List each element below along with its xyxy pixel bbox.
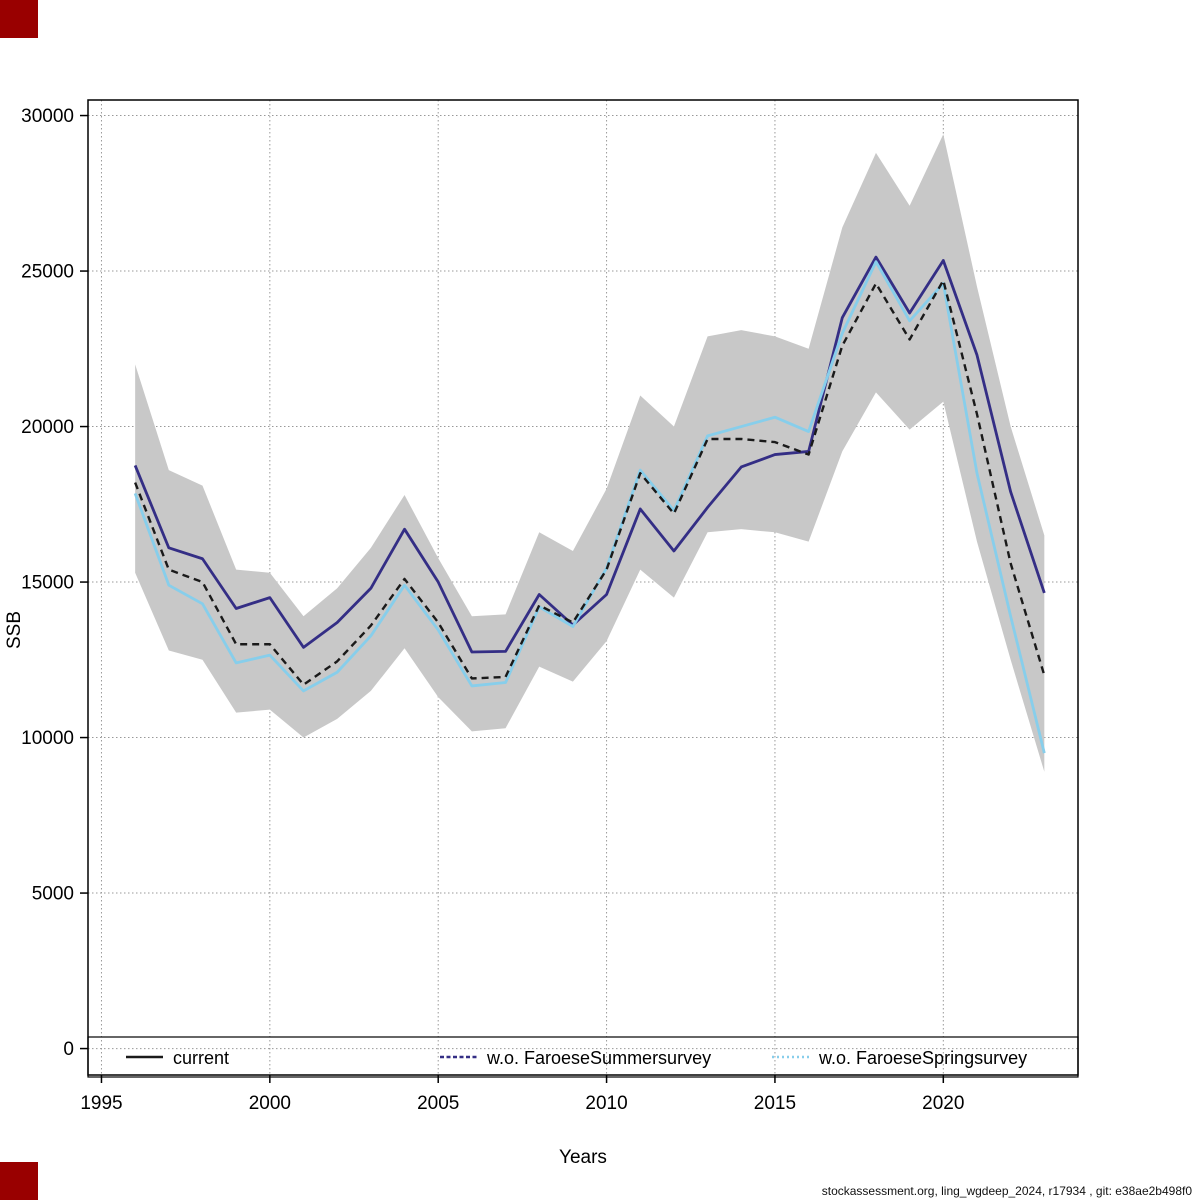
y-axis-label: SSB [4, 611, 25, 649]
y-tick-label: 30000 [21, 106, 74, 127]
series-line-0 [134, 279, 1046, 686]
legend-label-current: current [173, 1048, 229, 1068]
x-tick-label: 1995 [80, 1093, 122, 1114]
x-tick-label: 2000 [249, 1093, 291, 1114]
y-tick-label: 25000 [21, 262, 74, 283]
confidence-band-polygon [135, 134, 1045, 772]
y-tick-label: 20000 [21, 417, 74, 438]
legend-label-springsurvey: w.o. FaroeseSpringsurvey [818, 1048, 1027, 1068]
x-tick-label: 2015 [754, 1093, 796, 1114]
confidence-band [135, 134, 1045, 772]
series-line-1 [133, 255, 1046, 654]
x-tick-label: 2005 [417, 1093, 459, 1114]
x-tick-label: 2020 [922, 1093, 964, 1114]
y-tick-label: 15000 [21, 573, 74, 594]
corner-marker-bottom-left [0, 1162, 38, 1200]
x-axis-label: Years [559, 1147, 607, 1168]
legend: current w.o. FaroeseSummersurvey w.o. Fa… [87, 1036, 1079, 1078]
footer-text: stockassessment.org, ling_wgdeep_2024, r… [822, 1184, 1193, 1198]
legend-box [87, 1036, 1079, 1078]
y-tick-label: 0 [63, 1039, 74, 1060]
y-tick-label: 5000 [32, 884, 74, 905]
plot-border [87, 99, 1079, 1076]
legend-label-summersurvey: w.o. FaroeseSummersurvey [486, 1048, 711, 1068]
axes: 0 5000 10000 15000 20000 25000 30000 1995 2000 20… [21, 106, 964, 1114]
x-tick-label: 2010 [585, 1093, 627, 1114]
corner-marker-top-left [0, 0, 38, 38]
series-lines [133, 255, 1046, 754]
y-tick-label: 10000 [21, 728, 74, 749]
